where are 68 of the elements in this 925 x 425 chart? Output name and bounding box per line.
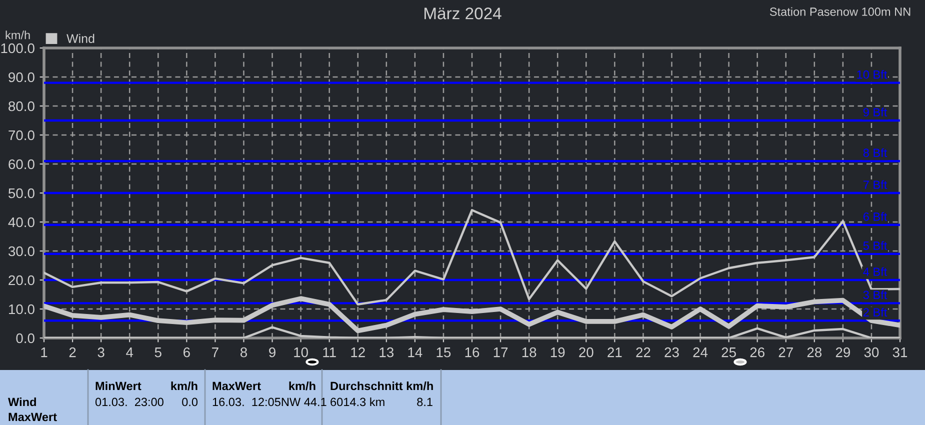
ref-line-label: 8 Bft <box>863 148 888 158</box>
text: 16.03. 12:05NW 44.1 <box>212 398 326 406</box>
x-tick-label: 19 <box>550 347 565 358</box>
x-tick-label: 29 <box>836 347 850 358</box>
x-tick-label: 1 <box>41 348 48 358</box>
ref-line-label: 4 Bft <box>863 267 888 276</box>
x-tick-label: 3 <box>98 347 104 358</box>
ref-line-label: 6 Bft <box>863 212 888 221</box>
x-tick-label: 2 <box>69 347 76 358</box>
x-tick-label: 10 <box>294 347 308 358</box>
text: 6014.3 km <box>330 397 384 406</box>
ref-line-label: 7 Bft <box>863 180 888 189</box>
x-tick-label: 24 <box>693 347 708 358</box>
y-tick-label: 60.0 <box>8 159 34 170</box>
text: MinWert <box>96 381 142 390</box>
x-tick-label: 30 <box>864 347 879 358</box>
x-tick-label: 13 <box>380 347 394 358</box>
x-tick-label: 4 <box>126 348 134 358</box>
y-tick-label: 10.0 <box>9 304 34 314</box>
y-tick-label: 40.0 <box>8 217 34 228</box>
ref-line-label: 2 Bft <box>863 308 888 317</box>
x-tick-label: 11 <box>323 348 336 358</box>
ref-line-label: 9 Bft <box>863 108 888 116</box>
text: km/h <box>289 381 316 390</box>
x-tick-label: 23 <box>664 347 679 358</box>
x-tick-label: 16 <box>465 347 480 358</box>
y-tick-label: 90.0 <box>8 72 34 82</box>
x-tick-label: 26 <box>750 347 764 358</box>
text: Durchschnitt km/h <box>330 381 433 390</box>
y-axis-title: km/h <box>6 30 30 40</box>
y-tick-label: 20.0 <box>8 275 34 286</box>
chart-title: März 2024 <box>424 8 502 20</box>
y-tick-label: 100.0 <box>1 43 34 54</box>
x-tick-label: 14 <box>408 348 422 358</box>
text: km/h <box>171 381 198 390</box>
x-tick-label: 7 <box>212 348 218 358</box>
x-tick-label: 21 <box>608 347 622 358</box>
y-tick-label: 30.0 <box>8 246 34 256</box>
text: Wind <box>66 34 94 44</box>
x-tick-label: 9 <box>269 347 276 358</box>
ref-line-label: 5 Bft <box>863 241 888 250</box>
x-tick-label: 18 <box>522 347 536 358</box>
y-tick-label: 80.0 <box>8 101 34 112</box>
y-tick-label: 70.0 <box>8 130 34 140</box>
line-series <box>44 209 900 306</box>
x-tick-label: 6 <box>184 347 190 358</box>
x-tick-label: 8 <box>240 347 247 358</box>
x-tick-label: 5 <box>154 348 162 358</box>
y-tick-label: 0.0 <box>16 333 34 344</box>
x-tick-label: 15 <box>436 348 451 358</box>
x-tick-label: 31 <box>892 347 908 358</box>
x-tick-label: 28 <box>807 347 822 358</box>
text: 8.1 <box>417 398 432 406</box>
text: 0.0 <box>182 398 198 406</box>
x-tick-label: 17 <box>494 348 508 358</box>
text: MaxWert <box>8 412 57 422</box>
text: 01.03. 23:00 <box>95 398 164 406</box>
ref-line-label: 10 Bft <box>857 70 888 79</box>
x-tick-label: 22 <box>636 347 650 358</box>
x-tick-label: 27 <box>778 347 793 358</box>
text: MaxWert <box>212 382 261 390</box>
ref-line-label: 3 Bft <box>863 290 888 300</box>
x-tick-label: 25 <box>722 347 736 358</box>
chart-subtitle: Station Pasenow 100m NN <box>770 7 910 16</box>
x-tick-label: 12 <box>351 347 365 358</box>
text: Wind <box>8 397 36 406</box>
x-tick-label: 20 <box>579 347 594 358</box>
y-tick-label: 50.0 <box>8 188 34 198</box>
